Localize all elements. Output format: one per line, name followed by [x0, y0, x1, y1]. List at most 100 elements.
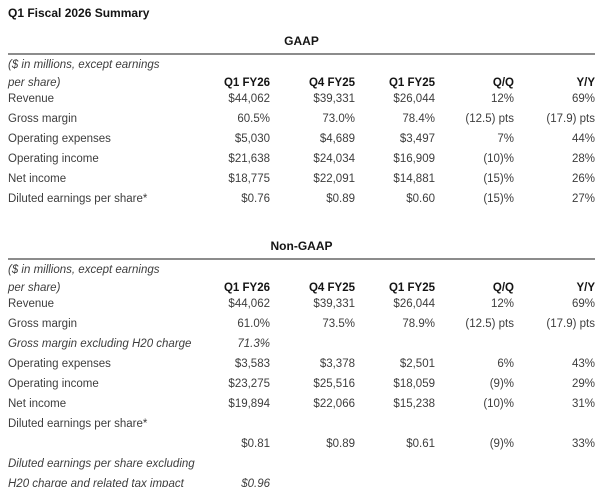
cell-value: 44%	[571, 133, 595, 145]
unit-note-spacer	[189, 55, 595, 71]
cell-value: 69%	[571, 298, 595, 310]
cell-value: $22,066	[313, 398, 355, 410]
cell-value: (9)%	[489, 438, 514, 450]
row-label: Operating income	[8, 378, 99, 390]
cell-value	[514, 414, 595, 434]
cell-value	[435, 414, 514, 434]
cell-value	[355, 334, 435, 354]
cell-value	[189, 454, 270, 474]
cell-value: $16,909	[393, 153, 435, 165]
column-header: Q/Q	[492, 77, 514, 89]
cell-value: 28%	[571, 153, 595, 165]
row-label: Revenue	[8, 298, 55, 310]
financial-table: ($ in millions, except earnings per shar…	[8, 55, 595, 209]
unit-note-row: ($ in millions, except earnings	[8, 55, 595, 71]
table-row: Gross margin 60.5% 73.0% 78.4% (12.5) pts (17…	[8, 109, 595, 129]
table-row: Gross margin excluding H20 charge 71.3%	[8, 334, 595, 354]
cell-value: 31%	[571, 398, 595, 410]
table-row: $0.81 $0.89 $0.61 (9)% 33%	[8, 434, 595, 454]
cell-value: 6%	[497, 358, 514, 370]
cell-value: $19,894	[228, 398, 270, 410]
row-label: Operating income	[8, 153, 99, 165]
column-header: Q4 FY25	[308, 77, 355, 89]
table-section-title: GAAP	[284, 34, 319, 48]
table-row: Net income $19,894 $22,066 $15,238 (10)% 31%	[8, 394, 595, 414]
cell-value: $25,516	[313, 378, 355, 390]
cell-value: $26,044	[393, 93, 435, 105]
row-label: Gross margin	[8, 318, 78, 330]
cell-value: 43%	[571, 358, 595, 370]
cell-value: $24,034	[313, 153, 355, 165]
cell-value: $44,062	[228, 93, 270, 105]
section-divider-rule	[8, 53, 595, 55]
row-label: Net income	[8, 398, 67, 410]
cell-value: 26%	[571, 173, 595, 185]
cell-value: $4,689	[319, 133, 355, 145]
row-label: Diluted earnings per share*	[8, 193, 148, 205]
cell-value: (10)%	[483, 398, 514, 410]
cell-value: $0.89	[326, 193, 355, 205]
cell-value: $3,583	[234, 358, 270, 370]
cell-value: $3,497	[399, 133, 435, 145]
column-header: Q4 FY25	[308, 282, 355, 294]
column-header: Q1 FY26	[223, 282, 270, 294]
cell-value: $0.89	[326, 438, 355, 450]
table-row: Diluted earnings per share* $0.76 $0.89 $0.…	[8, 189, 595, 209]
cell-value: $0.61	[406, 438, 435, 450]
column-header: Q1 FY26	[223, 77, 270, 89]
cell-value: $21,638	[228, 153, 270, 165]
row-label: Operating expenses	[8, 358, 111, 370]
cell-value	[270, 454, 355, 474]
cell-value: 73.0%	[322, 113, 355, 125]
non-gaap-section: Non-GAAP ($ in millions, except earnings…	[8, 239, 595, 487]
cell-value: $3,378	[319, 358, 355, 370]
table-row: Revenue $44,062 $39,331 $26,044 12% 69%	[8, 89, 595, 109]
cell-value: $14,881	[393, 173, 435, 185]
cell-value: $39,331	[313, 93, 355, 105]
cell-value: $5,030	[234, 133, 270, 145]
cell-value	[355, 414, 435, 434]
cell-value: 78.9%	[402, 318, 435, 330]
cell-value: 7%	[497, 133, 514, 145]
cell-value: (17.9) pts	[546, 318, 595, 330]
column-header-row: per share) Q1 FY26 Q4 FY25 Q1 FY25 Q/Q Y/Y	[8, 276, 595, 294]
cell-value	[270, 474, 355, 487]
cell-value	[355, 454, 435, 474]
column-header: Q1 FY25	[388, 77, 435, 89]
cell-value: 71.3%	[237, 338, 270, 350]
unit-note-row: ($ in millions, except earnings	[8, 260, 595, 276]
cell-value: $15,238	[393, 398, 435, 410]
row-label: Revenue	[8, 93, 55, 105]
cell-value: $2,501	[399, 358, 435, 370]
cell-value: 12%	[490, 298, 514, 310]
financial-table: ($ in millions, except earnings per shar…	[8, 260, 595, 487]
cell-value	[355, 474, 435, 487]
unit-note-line2: per share)	[8, 282, 61, 294]
cell-value: $0.76	[241, 193, 270, 205]
cell-value: $0.96	[241, 478, 270, 487]
unit-note-line1: ($ in millions, except earnings	[8, 59, 160, 71]
table-row: Diluted earnings per share excluding	[8, 454, 595, 474]
cell-value: $44,062	[228, 298, 270, 310]
cell-value: (17.9) pts	[546, 113, 595, 125]
row-label	[8, 434, 189, 454]
cell-value: 27%	[571, 193, 595, 205]
table-row: Operating income $23,275 $25,516 $18,059 (9)…	[8, 374, 595, 394]
cell-value: $0.60	[406, 193, 435, 205]
cell-value: 73.5%	[322, 318, 355, 330]
cell-value: $18,775	[228, 173, 270, 185]
column-header: Y/Y	[576, 77, 595, 89]
cell-value	[435, 454, 514, 474]
column-header: Q/Q	[492, 282, 514, 294]
unit-note-line2: per share)	[8, 77, 61, 89]
cell-value: 61.0%	[237, 318, 270, 330]
cell-value: (12.5) pts	[465, 318, 514, 330]
cell-value	[514, 454, 595, 474]
cell-value: $26,044	[393, 298, 435, 310]
cell-value	[435, 474, 514, 487]
cell-value: $0.81	[241, 438, 270, 450]
cell-value: (12.5) pts	[465, 113, 514, 125]
cell-value: 33%	[571, 438, 595, 450]
table-row: Operating income $21,638 $24,034 $16,909 (10…	[8, 149, 595, 169]
table-row: Operating expenses $5,030 $4,689 $3,497 7% 44…	[8, 129, 595, 149]
